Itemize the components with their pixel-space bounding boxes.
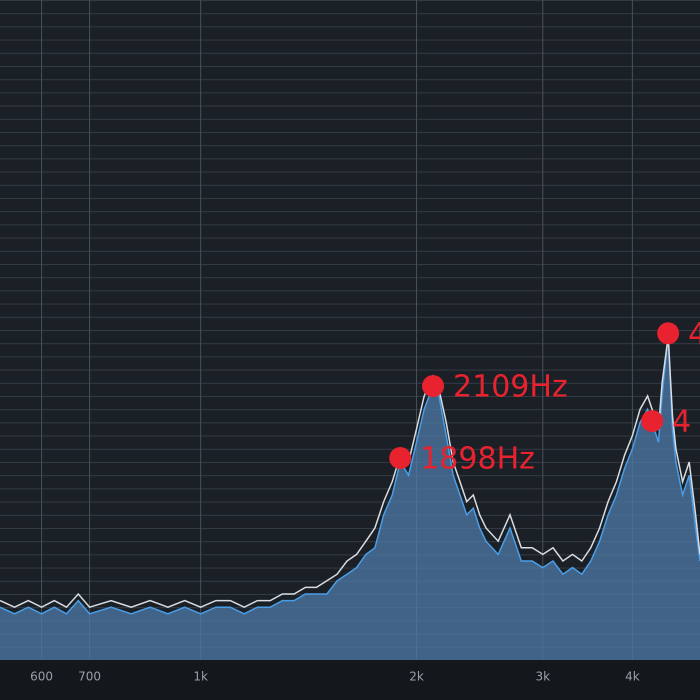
- x-tick-label: 700: [78, 670, 101, 684]
- x-tick-label: 600: [30, 670, 53, 684]
- peak-marker: [422, 375, 445, 398]
- peak-label: 4: [688, 317, 700, 352]
- peak-label: 4: [672, 405, 691, 440]
- peak-marker: [657, 322, 680, 345]
- x-tick-label: 3k: [535, 670, 550, 684]
- peak-label: 1898Hz: [420, 442, 535, 477]
- axis-strip: [0, 660, 700, 700]
- x-tick-label: 1k: [193, 670, 208, 684]
- peak-marker: [641, 410, 664, 433]
- x-tick-label: 4k: [625, 670, 640, 684]
- horizontal-grid: [0, 0, 700, 660]
- peak-label: 2109Hz: [453, 370, 568, 405]
- spectrum-area: [0, 333, 700, 660]
- peak-marker: [389, 447, 412, 470]
- x-tick-label: 2k: [409, 670, 424, 684]
